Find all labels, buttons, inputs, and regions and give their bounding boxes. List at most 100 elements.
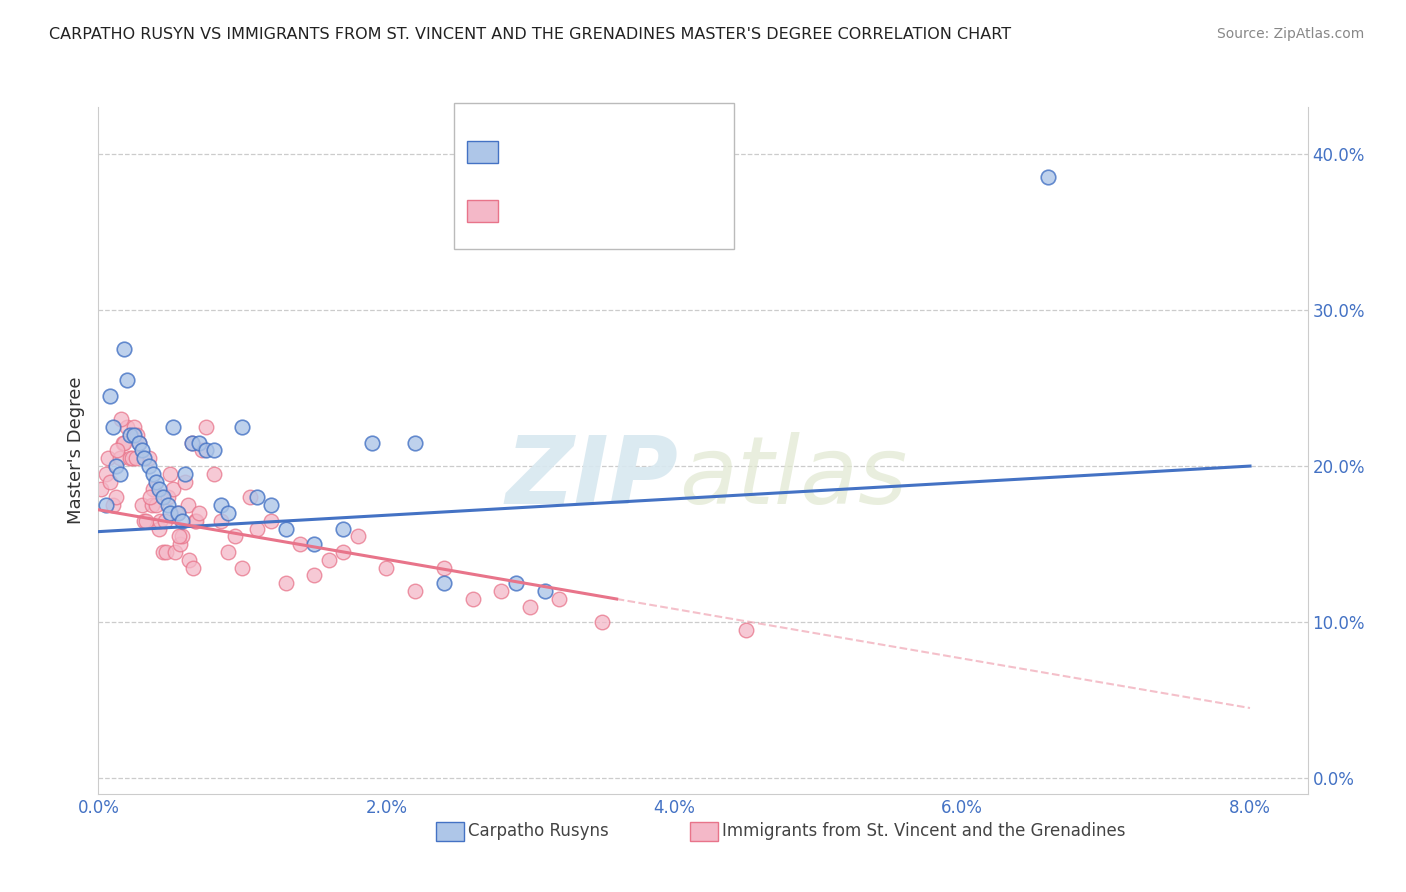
Point [155, 545, 177, 559]
Point [104, 490, 127, 504]
Point [505, 576, 527, 591]
Point [156, 490, 179, 504]
Point [162, 420, 184, 434]
Point [167, 529, 190, 543]
Point [246, 521, 269, 535]
Point [274, 521, 297, 535]
Point [105, 443, 128, 458]
Point [173, 475, 195, 489]
Text: Carpatho Rusyns: Carpatho Rusyns [468, 822, 609, 840]
Point [94, 498, 117, 512]
Point [131, 443, 153, 458]
Point [202, 467, 225, 481]
Point [169, 537, 191, 551]
Point [120, 451, 142, 466]
Point [433, 560, 456, 574]
Point [231, 560, 253, 574]
Point [239, 490, 262, 504]
Point [191, 443, 214, 458]
Text: R =: R = [502, 202, 541, 220]
Point [186, 514, 208, 528]
Text: R =: R = [502, 143, 541, 161]
Point [179, 552, 201, 567]
Point [375, 560, 398, 574]
Point [94, 467, 117, 481]
Point [153, 514, 176, 528]
Point [148, 521, 170, 535]
Point [361, 435, 384, 450]
Point [170, 514, 193, 528]
Point [404, 583, 426, 598]
Point [142, 483, 165, 497]
Point [195, 420, 218, 434]
Point [134, 514, 156, 528]
Point [332, 521, 354, 535]
Point [519, 599, 541, 614]
Point [124, 420, 146, 434]
Point [108, 467, 131, 481]
Text: atlas: atlas [679, 433, 907, 524]
Point [101, 420, 124, 434]
Point [152, 545, 174, 559]
Point [149, 514, 172, 528]
Point [735, 623, 758, 637]
Text: 72: 72 [614, 202, 640, 220]
Point [141, 498, 163, 512]
Point [195, 443, 218, 458]
Point [548, 591, 571, 606]
Point [231, 420, 253, 434]
Point [217, 545, 239, 559]
Point [591, 615, 613, 630]
Point [163, 545, 186, 559]
Point [159, 467, 181, 481]
Point [533, 583, 555, 598]
Point [138, 451, 160, 466]
Point [491, 583, 513, 598]
Point [97, 451, 120, 466]
Point [162, 483, 184, 497]
Point [318, 552, 340, 567]
Point [127, 428, 149, 442]
Point [188, 506, 211, 520]
Point [1038, 170, 1060, 185]
Point [148, 483, 170, 497]
Point [274, 576, 297, 591]
Point [433, 576, 456, 591]
Point [128, 435, 150, 450]
Text: ZIP: ZIP [506, 432, 679, 524]
Point [166, 506, 188, 520]
Text: 41: 41 [614, 143, 640, 161]
Point [145, 475, 167, 489]
Point [110, 412, 132, 426]
Point [128, 435, 150, 450]
Point [142, 467, 165, 481]
Point [134, 451, 156, 466]
Point [98, 389, 121, 403]
Point [112, 435, 135, 450]
Point [176, 498, 198, 512]
Point [124, 428, 146, 442]
Point [202, 443, 225, 458]
Point [90, 483, 112, 497]
Point [135, 514, 157, 528]
Point [332, 545, 354, 559]
Point [346, 529, 368, 543]
Point [166, 506, 188, 520]
Point [224, 529, 246, 543]
Point [156, 498, 179, 512]
Point [159, 506, 181, 520]
Y-axis label: Master's Degree: Master's Degree [66, 376, 84, 524]
Point [98, 475, 121, 489]
Point [139, 490, 162, 504]
Point [181, 435, 204, 450]
Point [112, 342, 135, 356]
Point [304, 537, 326, 551]
Point [138, 458, 160, 473]
Point [304, 568, 326, 582]
Text: Source: ZipAtlas.com: Source: ZipAtlas.com [1216, 27, 1364, 41]
Point [173, 467, 195, 481]
Point [246, 490, 269, 504]
Point [183, 560, 205, 574]
Point [170, 529, 193, 543]
Text: CARPATHO RUSYN VS IMMIGRANTS FROM ST. VINCENT AND THE GRENADINES MASTER'S DEGREE: CARPATHO RUSYN VS IMMIGRANTS FROM ST. VI… [49, 27, 1011, 42]
